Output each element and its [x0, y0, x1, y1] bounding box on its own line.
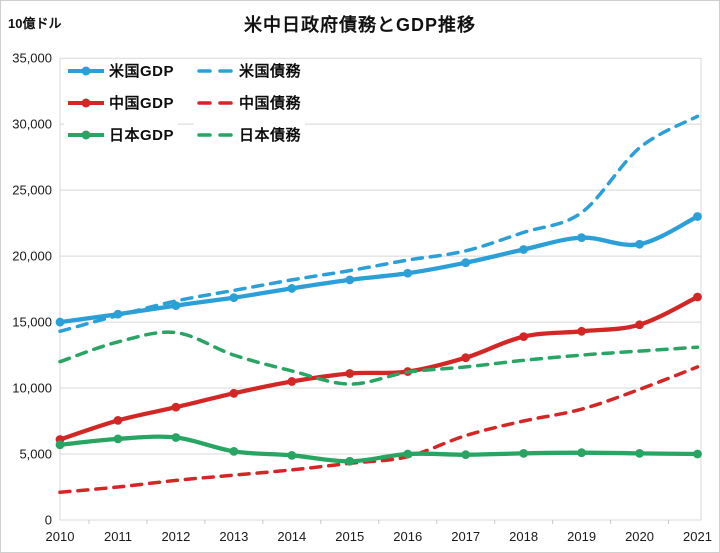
legend-label: 中国債務	[239, 95, 302, 112]
legend-item-us-gdp: 米国GDP	[64, 59, 179, 82]
series-line-us-debt	[58, 114, 700, 334]
solid-line-swatch-icon	[68, 130, 104, 139]
data-point-japan-gdp	[403, 449, 413, 459]
x-axis-tick-label: 2017	[451, 529, 480, 544]
x-axis-tick-label: 2014	[277, 529, 306, 544]
data-point-us-gdp	[577, 233, 586, 243]
data-point-japan-gdp	[287, 450, 297, 460]
chart-title: 米中日政府債務とGDP推移	[243, 15, 476, 35]
data-point-us-gdp	[693, 212, 702, 221]
y-axis-tick-label: 10,000	[12, 381, 52, 396]
data-point-us-gdp	[287, 284, 297, 293]
y-axis-tick-label: 15,000	[12, 315, 52, 330]
legend-label: 中国GDP	[109, 95, 175, 112]
data-point-china-gdp	[461, 353, 471, 363]
x-axis-tick-label: 2011	[104, 529, 132, 544]
data-point-japan-gdp	[113, 434, 123, 444]
x-axis-tick-label: 2020	[625, 529, 654, 544]
data-point-china-gdp	[345, 369, 355, 378]
data-point-japan-gdp	[693, 449, 702, 459]
data-point-japan-gdp	[461, 450, 471, 460]
x-axis-tick-label: 2012	[161, 529, 190, 544]
legend-item-china-debt: 中国債務	[194, 91, 306, 114]
legend-item-us-debt: 米国債務	[194, 59, 306, 82]
data-point-china-gdp	[113, 415, 123, 425]
legend-label: 米国GDP	[109, 63, 175, 80]
data-point-us-gdp	[519, 245, 529, 254]
data-point-us-gdp	[171, 301, 181, 310]
data-point-japan-gdp	[635, 448, 644, 458]
x-axis-tick-label: 2016	[393, 529, 422, 544]
data-point-china-gdp	[287, 377, 297, 386]
data-point-us-gdp	[55, 317, 65, 327]
dashed-line-swatch-icon	[197, 132, 236, 137]
legend-label: 日本債務	[239, 127, 302, 144]
series-line-japan-gdp	[57, 434, 700, 464]
dashed-line-swatch-icon	[197, 68, 236, 73]
series-line-japan-debt	[58, 330, 700, 386]
x-axis-tick-label: 2019	[567, 529, 596, 544]
solid-line-swatch-icon	[68, 66, 104, 75]
x-axis-tick-label: 2013	[219, 529, 248, 544]
data-point-us-gdp	[345, 275, 355, 285]
series-line-china-gdp	[57, 294, 700, 442]
data-point-japan-gdp	[519, 448, 529, 458]
data-point-us-gdp	[635, 239, 644, 249]
y-axis-tick-label: 30,000	[12, 117, 52, 132]
y-axis-tick-label: 35,000	[12, 51, 52, 66]
y-axis-tick-label: 5,000	[19, 447, 52, 462]
x-axis-tick-label: 2015	[335, 529, 364, 544]
data-point-china-gdp	[635, 320, 644, 330]
data-point-japan-gdp	[345, 456, 355, 466]
data-point-us-gdp	[403, 268, 413, 278]
data-point-japan-gdp	[171, 433, 181, 442]
data-point-japan-gdp	[229, 446, 239, 456]
legend-item-japan-debt: 日本債務	[194, 123, 306, 146]
y-axis-unit-label: 10億ドル	[8, 16, 62, 31]
data-point-china-gdp	[171, 402, 181, 412]
data-point-us-gdp	[461, 258, 471, 268]
y-axis-tick-label: 25,000	[12, 183, 52, 198]
legend-item-china-gdp: 中国GDP	[64, 91, 179, 114]
x-axis-tick-label: 2010	[46, 529, 75, 544]
data-point-china-gdp	[693, 292, 702, 302]
data-point-china-gdp	[577, 326, 586, 336]
legend-item-japan-gdp: 日本GDP	[64, 123, 179, 146]
series-line-china-debt	[58, 365, 700, 495]
data-point-japan-gdp	[55, 440, 65, 450]
y-axis-tick-label: 20,000	[12, 249, 52, 264]
dashed-line-swatch-icon	[197, 100, 236, 105]
data-point-china-gdp	[229, 388, 239, 398]
x-axis-tick-label: 2021	[683, 529, 712, 544]
legend-label: 日本GDP	[109, 127, 175, 144]
legend-label: 米国債務	[239, 63, 302, 80]
x-axis-tick-label: 2018	[509, 529, 538, 544]
data-point-china-gdp	[519, 332, 529, 341]
y-axis-tick-label: 0	[45, 513, 52, 528]
data-point-us-gdp	[229, 293, 239, 303]
solid-line-swatch-icon	[68, 98, 104, 107]
legend: 米国GDP 米国債務 中国GDP 中国債務	[64, 59, 306, 146]
data-point-japan-gdp	[577, 448, 586, 458]
